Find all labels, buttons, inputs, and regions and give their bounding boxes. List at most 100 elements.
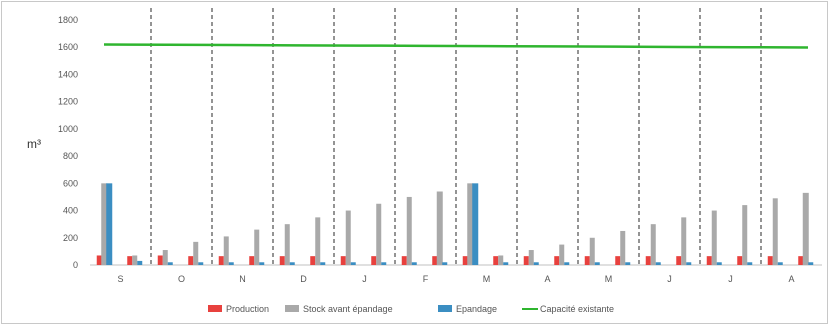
x-tick-label: A — [544, 274, 550, 284]
x-tick-label: S — [117, 274, 123, 284]
bar-epandage — [259, 262, 265, 265]
bar-stock-avant-pandage — [802, 192, 809, 265]
bar-stock-avant-pandage — [650, 224, 656, 265]
x-tick-label: J — [667, 274, 672, 284]
bar-production — [340, 256, 346, 265]
bar-stock-avant-pandage — [101, 183, 108, 265]
bar-production — [767, 256, 773, 265]
bar-stock-avant-pandage — [284, 224, 290, 265]
bar-stock-avant-pandage — [467, 183, 474, 265]
bar-stock-avant-pandage — [132, 255, 138, 265]
bar-production — [249, 256, 255, 265]
bar-production — [371, 256, 377, 265]
x-tick-label: F — [423, 274, 429, 284]
bar-production — [676, 256, 682, 265]
bar-stock-avant-pandage — [193, 241, 199, 265]
bar-epandage — [686, 262, 692, 265]
bar-stock-avant-pandage — [376, 203, 382, 265]
y-tick-label: 1800 — [58, 15, 78, 25]
bar-stock-avant-pandage — [436, 191, 443, 265]
bar-production — [279, 256, 285, 265]
bar-stock-avant-pandage — [589, 237, 595, 265]
bar-epandage — [747, 262, 753, 265]
bar-stock-avant-pandage — [742, 205, 748, 265]
bar-epandage — [198, 262, 204, 265]
bar-stock-avant-pandage — [406, 196, 412, 265]
x-tick-label: M — [483, 274, 491, 284]
legend-label: Stock avant épandage — [303, 304, 393, 314]
bar-stock-avant-pandage — [498, 255, 504, 265]
bar-production — [432, 256, 438, 265]
y-tick-label: 1600 — [58, 42, 78, 52]
bar-production — [737, 256, 743, 265]
bar-epandage — [503, 262, 509, 265]
bar-production — [157, 255, 163, 265]
bar-production — [310, 256, 316, 265]
bar-stock-avant-pandage — [528, 250, 534, 265]
bar-production — [218, 256, 224, 265]
bar-production — [96, 255, 102, 265]
bar-epandage — [167, 262, 173, 265]
bar-stock-avant-pandage — [162, 250, 168, 265]
bar-production — [127, 256, 133, 265]
x-tick-label: A — [788, 274, 794, 284]
bar-production — [493, 256, 499, 265]
bar-epandage — [716, 262, 722, 265]
y-tick-label: 1000 — [58, 124, 78, 134]
x-tick-label: O — [178, 274, 185, 284]
x-tick-label: D — [300, 274, 307, 284]
bar-stock-avant-pandage — [620, 230, 626, 265]
bar-production — [645, 256, 651, 265]
y-tick-label: 400 — [63, 206, 78, 216]
bar-production — [554, 256, 560, 265]
bar-production — [188, 256, 194, 265]
bar-epandage — [533, 262, 539, 265]
bar-production — [615, 256, 621, 265]
capacity-line — [103, 43, 809, 49]
bar-production — [798, 256, 804, 265]
bar-epandage — [106, 183, 113, 265]
legend-swatch — [208, 305, 222, 312]
bar-production — [462, 256, 468, 265]
bar-epandage — [808, 262, 814, 265]
y-tick-label: 200 — [63, 233, 78, 243]
bar-epandage — [289, 262, 295, 265]
bar-epandage — [564, 262, 570, 265]
bar-epandage — [472, 183, 479, 265]
bar-epandage — [777, 262, 783, 265]
legend-swatch — [438, 305, 452, 312]
bar-stock-avant-pandage — [254, 229, 260, 265]
y-tick-label: 0 — [73, 260, 78, 270]
x-tick-label: J — [362, 274, 367, 284]
bar-production — [401, 256, 407, 265]
bar-epandage — [381, 262, 387, 265]
x-tick-label: N — [239, 274, 246, 284]
x-tick-label: M — [605, 274, 613, 284]
bar-stock-avant-pandage — [345, 210, 351, 265]
bar-stock-avant-pandage — [315, 217, 321, 265]
bar-stock-avant-pandage — [681, 217, 687, 265]
bar-epandage — [411, 262, 417, 265]
bar-epandage — [320, 262, 326, 265]
y-tick-label: 1200 — [58, 97, 78, 107]
legend-label: Capacité existante — [540, 304, 614, 314]
bar-epandage — [350, 262, 356, 265]
y-tick-label: 1400 — [58, 69, 78, 79]
y-axis-title: m³ — [27, 137, 41, 151]
y-tick-label: 800 — [63, 151, 78, 161]
bar-epandage — [442, 262, 448, 265]
bar-stock-avant-pandage — [559, 244, 565, 265]
bar-epandage — [228, 262, 234, 265]
legend-swatch — [285, 305, 299, 312]
bar-epandage — [137, 260, 143, 265]
legend-label: Production — [226, 304, 269, 314]
legend-label: Epandage — [456, 304, 497, 314]
y-tick-label: 600 — [63, 178, 78, 188]
bar-production — [523, 256, 529, 265]
bar-production — [584, 256, 590, 265]
bar-stock-avant-pandage — [223, 236, 229, 265]
bar-production — [706, 256, 712, 265]
x-tick-label: J — [728, 274, 733, 284]
